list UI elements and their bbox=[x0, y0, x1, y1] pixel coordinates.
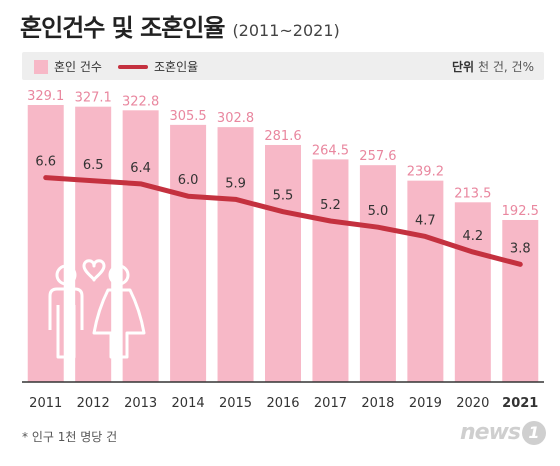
bar-2016 bbox=[265, 144, 301, 382]
bar-value-label-2016: 281.6 bbox=[264, 129, 301, 144]
line-series-group bbox=[43, 175, 523, 267]
line-value-label-2013: 6.4 bbox=[130, 161, 151, 176]
legend-line-label: 조혼인율 bbox=[154, 60, 199, 74]
legend-line-swatch bbox=[118, 64, 148, 69]
line-value-label-2017: 5.2 bbox=[320, 198, 341, 213]
woman-head-icon bbox=[108, 264, 130, 286]
bar-2013 bbox=[122, 110, 159, 382]
bar-2015 bbox=[217, 127, 254, 382]
bar-2021 bbox=[502, 219, 539, 382]
footnote: * 인구 1천 명당 건 bbox=[22, 430, 118, 444]
legend-item-bar: 혼인 건수 bbox=[34, 58, 102, 75]
bar-2014 bbox=[170, 124, 207, 383]
bar-value-label-2021: 192.5 bbox=[502, 204, 539, 219]
x-tick-2016: 2016 bbox=[266, 396, 299, 411]
unit-value: 천 건, 건% bbox=[478, 60, 534, 74]
x-tick-2020: 2020 bbox=[456, 396, 489, 411]
bar-value-label-2017: 264.5 bbox=[312, 143, 349, 158]
line-value-label-2014: 6.0 bbox=[178, 173, 199, 188]
line-value-label-2019: 4.7 bbox=[415, 213, 436, 228]
bar-value-label-2013: 322.8 bbox=[122, 94, 159, 109]
chart-title: 혼인건수 및 조혼인율 bbox=[20, 14, 225, 42]
line-value-label-2012: 6.5 bbox=[83, 158, 104, 173]
woman-body-icon bbox=[92, 288, 146, 359]
news1-logo: news 1 bbox=[460, 420, 546, 445]
line-value-label-2015: 5.9 bbox=[225, 176, 246, 191]
logo-text: news bbox=[459, 420, 521, 445]
line-value-label-2016: 5.5 bbox=[273, 189, 294, 204]
bars-group bbox=[27, 105, 539, 383]
x-tick-2019: 2019 bbox=[409, 396, 442, 411]
unit-note: 단위 천 건, 건% bbox=[452, 58, 534, 75]
bar-value-label-2014: 305.5 bbox=[169, 109, 206, 124]
x-tick-2014: 2014 bbox=[172, 396, 205, 411]
bar-2019 bbox=[407, 180, 444, 382]
bar-2018 bbox=[359, 165, 396, 382]
couple-illustration bbox=[48, 259, 146, 359]
bar-value-label-2018: 257.6 bbox=[359, 149, 396, 164]
x-tick-2012: 2012 bbox=[77, 396, 110, 411]
bar-value-label-2019: 239.2 bbox=[407, 165, 444, 180]
legend-bar-label: 혼인 건수 bbox=[54, 60, 102, 74]
bar-value-label-2011: 329.1 bbox=[27, 89, 64, 104]
line-labels-group: 6.6 6.5 6.4 6.0 5.9 5.5 5.2 5.0 4.7 4.2 3.8 bbox=[35, 155, 530, 257]
x-tick-2017: 2017 bbox=[314, 396, 347, 411]
bar-labels-group: 329.1 327.1 322.8 305.5 302.8 281.6 264.5 257.6… bbox=[27, 89, 539, 219]
x-tick-2015: 2015 bbox=[219, 396, 252, 411]
legend-item-line: 조혼인율 bbox=[118, 58, 198, 75]
line-value-label-2011: 6.6 bbox=[35, 155, 56, 170]
line-value-label-2021: 3.8 bbox=[510, 241, 531, 256]
bar-2017 bbox=[312, 159, 349, 382]
line-value-label-2020: 4.2 bbox=[462, 229, 483, 244]
x-axis-ticks: 2011 2012 2013 2014 2015 2016 2017 2018 2019 2020… bbox=[29, 396, 538, 411]
x-tick-2018: 2018 bbox=[361, 396, 394, 411]
x-tick-2021: 2021 bbox=[502, 396, 538, 411]
bar-value-label-2012: 327.1 bbox=[75, 91, 112, 106]
x-tick-2013: 2013 bbox=[124, 396, 157, 411]
man-body-icon bbox=[48, 287, 84, 359]
legend-bar-swatch bbox=[34, 59, 48, 74]
bar-2012 bbox=[75, 106, 112, 382]
logo-badge: 1 bbox=[522, 420, 546, 445]
heart-icon bbox=[82, 259, 106, 282]
chart-subtitle: (2011~2021) bbox=[232, 21, 340, 40]
bar-value-label-2015: 302.8 bbox=[217, 111, 254, 126]
legend: 혼인 건수 조혼인율 단위 천 건, 건% bbox=[22, 52, 544, 80]
unit-label: 단위 bbox=[451, 60, 475, 74]
title-row: 혼인건수 및 조혼인율 (2011~2021) bbox=[20, 8, 340, 43]
line-value-label-2018: 5.0 bbox=[368, 204, 389, 219]
man-head-icon bbox=[55, 264, 77, 286]
bar-value-label-2020: 213.5 bbox=[454, 186, 491, 201]
x-tick-2011: 2011 bbox=[29, 396, 62, 411]
bar-2020 bbox=[454, 202, 491, 382]
